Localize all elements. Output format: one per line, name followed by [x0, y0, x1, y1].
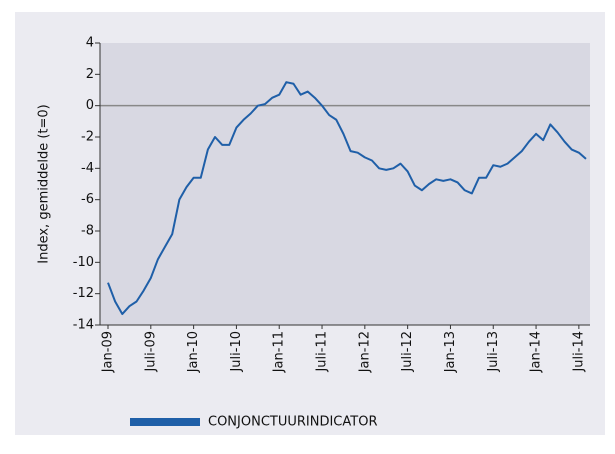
x-tick-label: Jan-10: [186, 331, 201, 373]
y-tick-label: -6: [81, 192, 94, 207]
y-tick-label: -12: [73, 286, 94, 301]
legend-label: CONJONCTUURINDICATOR: [208, 415, 377, 430]
plot-area: [100, 43, 590, 325]
y-axis-label: Index, gemiddelde (t=0): [37, 104, 52, 263]
x-tick-label: Juli-12: [400, 331, 415, 373]
y-tick-label: 2: [86, 67, 94, 82]
x-tick-label: Jan-11: [272, 331, 287, 373]
y-tick-label: 0: [86, 98, 94, 113]
legend-swatch: [130, 418, 200, 426]
y-tick-label: -8: [81, 224, 94, 239]
y-tick-label: -14: [73, 318, 94, 333]
x-tick-label: Juli-09: [143, 331, 158, 373]
x-tick-label: Jan-13: [443, 331, 458, 373]
y-tick-label: -10: [73, 255, 94, 270]
x-tick-label: Jan-12: [357, 331, 372, 373]
series-line: [107, 81, 587, 316]
x-tick-label: Juli-14: [571, 331, 586, 373]
y-tick-label: -2: [81, 130, 94, 145]
x-tick-label: Jan-09: [101, 331, 116, 373]
x-tick-label: Jan-14: [529, 331, 544, 373]
y-tick-label: -4: [81, 161, 94, 176]
x-tick-label: Juli-10: [229, 331, 244, 373]
x-tick-label: Juli-11: [315, 331, 330, 373]
y-tick-label: 4: [86, 36, 94, 51]
x-tick-label: Juli-13: [486, 331, 501, 373]
